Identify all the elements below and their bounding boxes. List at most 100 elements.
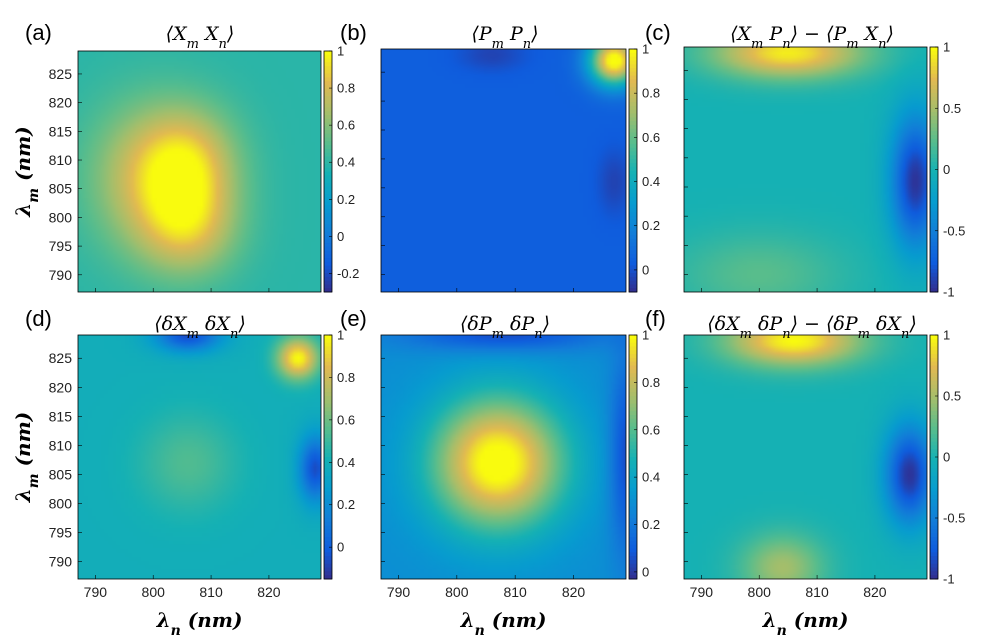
colorbar-segment	[930, 77, 938, 82]
colorbar-segment	[629, 197, 637, 202]
x-tick-label: 810	[199, 584, 223, 600]
colorbar-segment	[324, 449, 332, 454]
colorbar-segment	[930, 502, 938, 508]
y-tick-label: 805	[49, 466, 73, 482]
colorbar-segment	[930, 89, 938, 94]
panel-title: ⟨Xm Pn⟩ − ⟨Pm Xn⟩	[730, 23, 894, 52]
colorbar-segment	[324, 103, 332, 108]
colorbar-segment	[629, 460, 637, 466]
colorbar-segment	[930, 396, 938, 401]
colorbar-segment	[930, 100, 938, 105]
colorbar-segment	[324, 361, 332, 366]
colorbar-segment	[324, 472, 332, 477]
colorbar-segment	[930, 265, 938, 270]
colorbar-segment	[629, 354, 637, 359]
colorbar-tick-label: 0.5	[943, 389, 961, 404]
colorbar-segment	[324, 559, 332, 565]
colorbar-segment	[930, 373, 938, 378]
x-axis-label: λn (nm)	[762, 608, 849, 639]
colorbar-segment	[930, 284, 938, 289]
colorbar-segment	[324, 552, 332, 557]
colorbar-segment	[629, 571, 637, 576]
colorbar-segment	[324, 73, 332, 78]
colorbar-segment	[629, 231, 637, 236]
colorbar-segment	[324, 415, 332, 420]
colorbar-segment	[930, 177, 938, 182]
colorbar-segment	[629, 548, 637, 553]
colorbar-segment	[930, 230, 938, 236]
colorbar-segment	[324, 163, 332, 169]
colorbar-segment	[629, 49, 637, 54]
colorbar-segment	[930, 495, 938, 500]
colorbar-segment	[324, 533, 332, 538]
colorbar-segment	[629, 109, 637, 115]
colorbar-segment	[629, 71, 637, 77]
colorbar-segment	[324, 396, 332, 401]
x-tick-label: 790	[84, 584, 108, 600]
colorbar-segment	[324, 167, 332, 172]
colorbar-segment	[324, 384, 332, 389]
colorbar-segment	[930, 487, 938, 492]
colorbar-tick-label: 0.6	[642, 422, 660, 437]
colorbar-segment	[629, 380, 637, 386]
colorbar-segment	[629, 284, 637, 289]
y-tick-label: 810	[49, 152, 73, 168]
colorbar-segment	[324, 261, 332, 267]
colorbar-segment	[629, 556, 637, 561]
y-tick-label: 820	[49, 379, 73, 395]
colorbar-tick-label: 0.8	[337, 81, 355, 96]
colorbar-segment	[930, 533, 938, 538]
colorbar-tick-label: 0	[337, 229, 344, 244]
colorbar-segment	[930, 249, 938, 255]
colorbar-segment	[629, 464, 637, 469]
colorbar-segment	[930, 196, 938, 201]
colorbar-segment	[324, 171, 332, 176]
colorbar-segment	[930, 158, 938, 163]
colorbar-segment	[629, 52, 637, 58]
colorbar-segment	[629, 159, 637, 164]
colorbar-segment	[930, 464, 938, 469]
colorbar-segment	[324, 141, 332, 146]
colorbar-segment	[930, 434, 938, 439]
colorbar-segment	[930, 92, 938, 98]
colorbar-segment	[930, 357, 938, 363]
panel-title: ⟨δPm δPn⟩	[460, 313, 550, 342]
colorbar-segment	[930, 135, 938, 140]
colorbar-tick-label: 0.6	[642, 130, 660, 145]
colorbar-segment	[629, 483, 637, 488]
y-axis-label: λm (nm)	[11, 412, 42, 503]
colorbar-segment	[324, 152, 332, 157]
colorbar-segment	[629, 254, 637, 259]
colorbar-segment	[930, 468, 938, 473]
colorbar-tick-label: 0.8	[642, 375, 660, 390]
colorbar-segment	[930, 272, 938, 278]
colorbar-segment	[629, 384, 637, 389]
colorbar-segment	[629, 575, 637, 580]
y-tick-label: 825	[49, 350, 73, 366]
colorbar-segment	[629, 181, 637, 187]
colorbar-tick-label: 0.6	[337, 412, 355, 427]
colorbar-segment	[629, 411, 637, 416]
colorbar-segment	[930, 96, 938, 102]
colorbar-segment	[324, 182, 332, 188]
colorbar-segment	[629, 121, 637, 126]
plot-frame	[380, 48, 627, 293]
colorbar-segment	[324, 235, 332, 240]
colorbar-segment	[930, 537, 938, 542]
y-tick-label: 790	[49, 554, 73, 570]
colorbar-segment	[930, 418, 938, 424]
colorbar-segment	[324, 160, 332, 165]
colorbar-segment	[324, 133, 332, 139]
colorbar-segment	[629, 518, 637, 523]
colorbar-segment	[324, 273, 332, 278]
colorbar-segment	[324, 575, 332, 580]
heatmap-image	[381, 49, 626, 292]
colorbar-frame	[323, 334, 333, 580]
colorbar-frame	[323, 50, 333, 293]
colorbar-segment	[930, 506, 938, 511]
colorbar-segment	[930, 388, 938, 393]
colorbar-segment	[324, 197, 332, 203]
colorbar-segment	[629, 238, 637, 244]
colorbar-segment	[324, 201, 332, 206]
colorbar-segment	[324, 227, 332, 233]
